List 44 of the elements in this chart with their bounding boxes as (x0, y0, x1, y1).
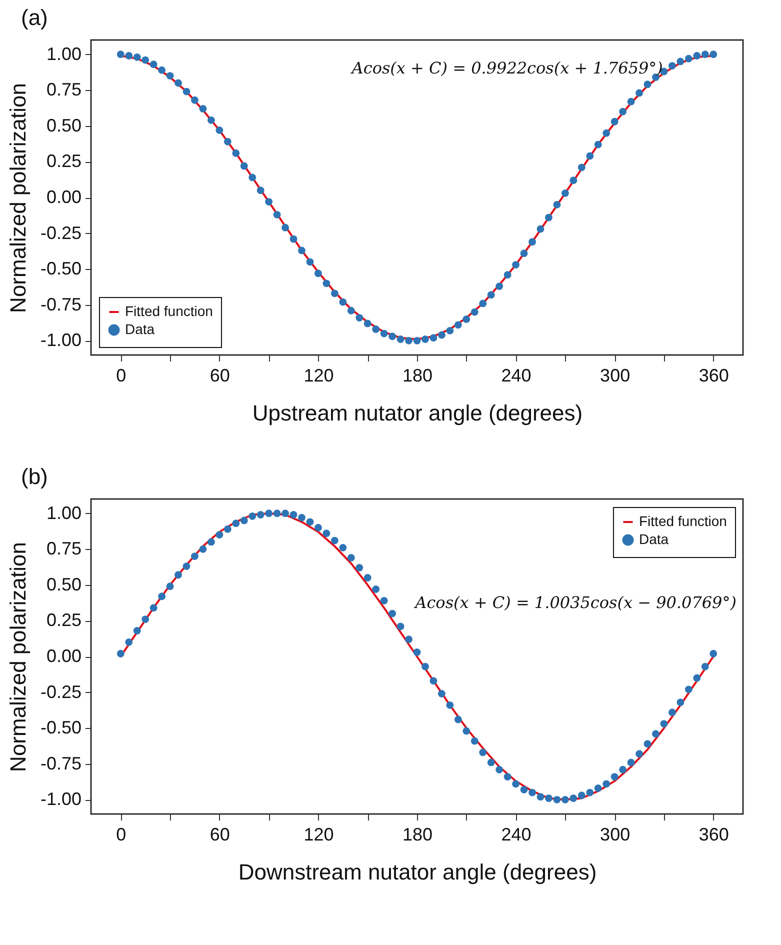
y-tick-label: 0.00 (46, 187, 82, 207)
x-tick-label: 300 (600, 366, 630, 386)
legend-label: Fitted function (639, 513, 727, 529)
x-tick-label: 60 (210, 366, 230, 386)
y-tick-label: -0.75 (40, 294, 82, 314)
x-tick-label: 300 (600, 824, 630, 844)
x-tick-label: 120 (304, 366, 334, 386)
x-tick-label: 120 (304, 824, 334, 844)
x-tick-label: 240 (501, 824, 532, 844)
y-tick-label: -0.25 (40, 682, 82, 702)
x-tick-label: 240 (501, 366, 532, 386)
y-axis-title: Normalized polarization (5, 542, 30, 772)
y-tick-label: 0.75 (46, 538, 82, 559)
y-tick-label: 0.75 (46, 80, 82, 100)
y-tick-label: 0.25 (46, 610, 82, 630)
x-tick-label: 360 (698, 366, 729, 386)
legend-label: Data (639, 531, 669, 547)
x-axis-title: Downstream nutator angle (degrees) (238, 860, 597, 884)
x-tick-label: 0 (116, 366, 126, 386)
x-tick-label: 180 (402, 366, 433, 386)
x-axis-title: Upstream nutator angle (degrees) (252, 400, 583, 426)
annotation: Acos(x + C) = 0.9922cos(x + 1.7659°) (350, 58, 663, 78)
y-tick-label: -0.25 (40, 222, 82, 243)
y-tick-label: -1.00 (40, 330, 82, 350)
legend-label: Fitted function (125, 303, 213, 319)
x-tick-label: 60 (210, 824, 230, 844)
y-tick-label: 0.25 (46, 151, 82, 172)
x-tick-label: 180 (402, 824, 433, 844)
annotation: Acos(x + C) = 1.0035cos(x − 90.0769°) (413, 592, 736, 612)
y-axis-title: Normalized polarization (5, 83, 30, 313)
y-tick-label: 0.50 (46, 115, 82, 136)
y-tick-label: 0.50 (46, 574, 82, 594)
y-tick-label: -1.00 (40, 789, 82, 810)
y-tick-label: -0.75 (40, 753, 82, 774)
y-tick-label: -0.50 (40, 258, 82, 279)
chart-title: (b) (21, 464, 48, 489)
chart-title: (a) (21, 5, 48, 30)
x-tick-label: 360 (698, 824, 729, 844)
x-tick-label: 0 (116, 824, 126, 844)
y-tick-label: 1.00 (46, 44, 82, 64)
legend-label: Data (125, 321, 155, 337)
y-tick-label: 0.00 (46, 646, 82, 666)
y-tick-label: 1.00 (46, 502, 82, 523)
y-tick-label: -0.50 (40, 718, 82, 738)
